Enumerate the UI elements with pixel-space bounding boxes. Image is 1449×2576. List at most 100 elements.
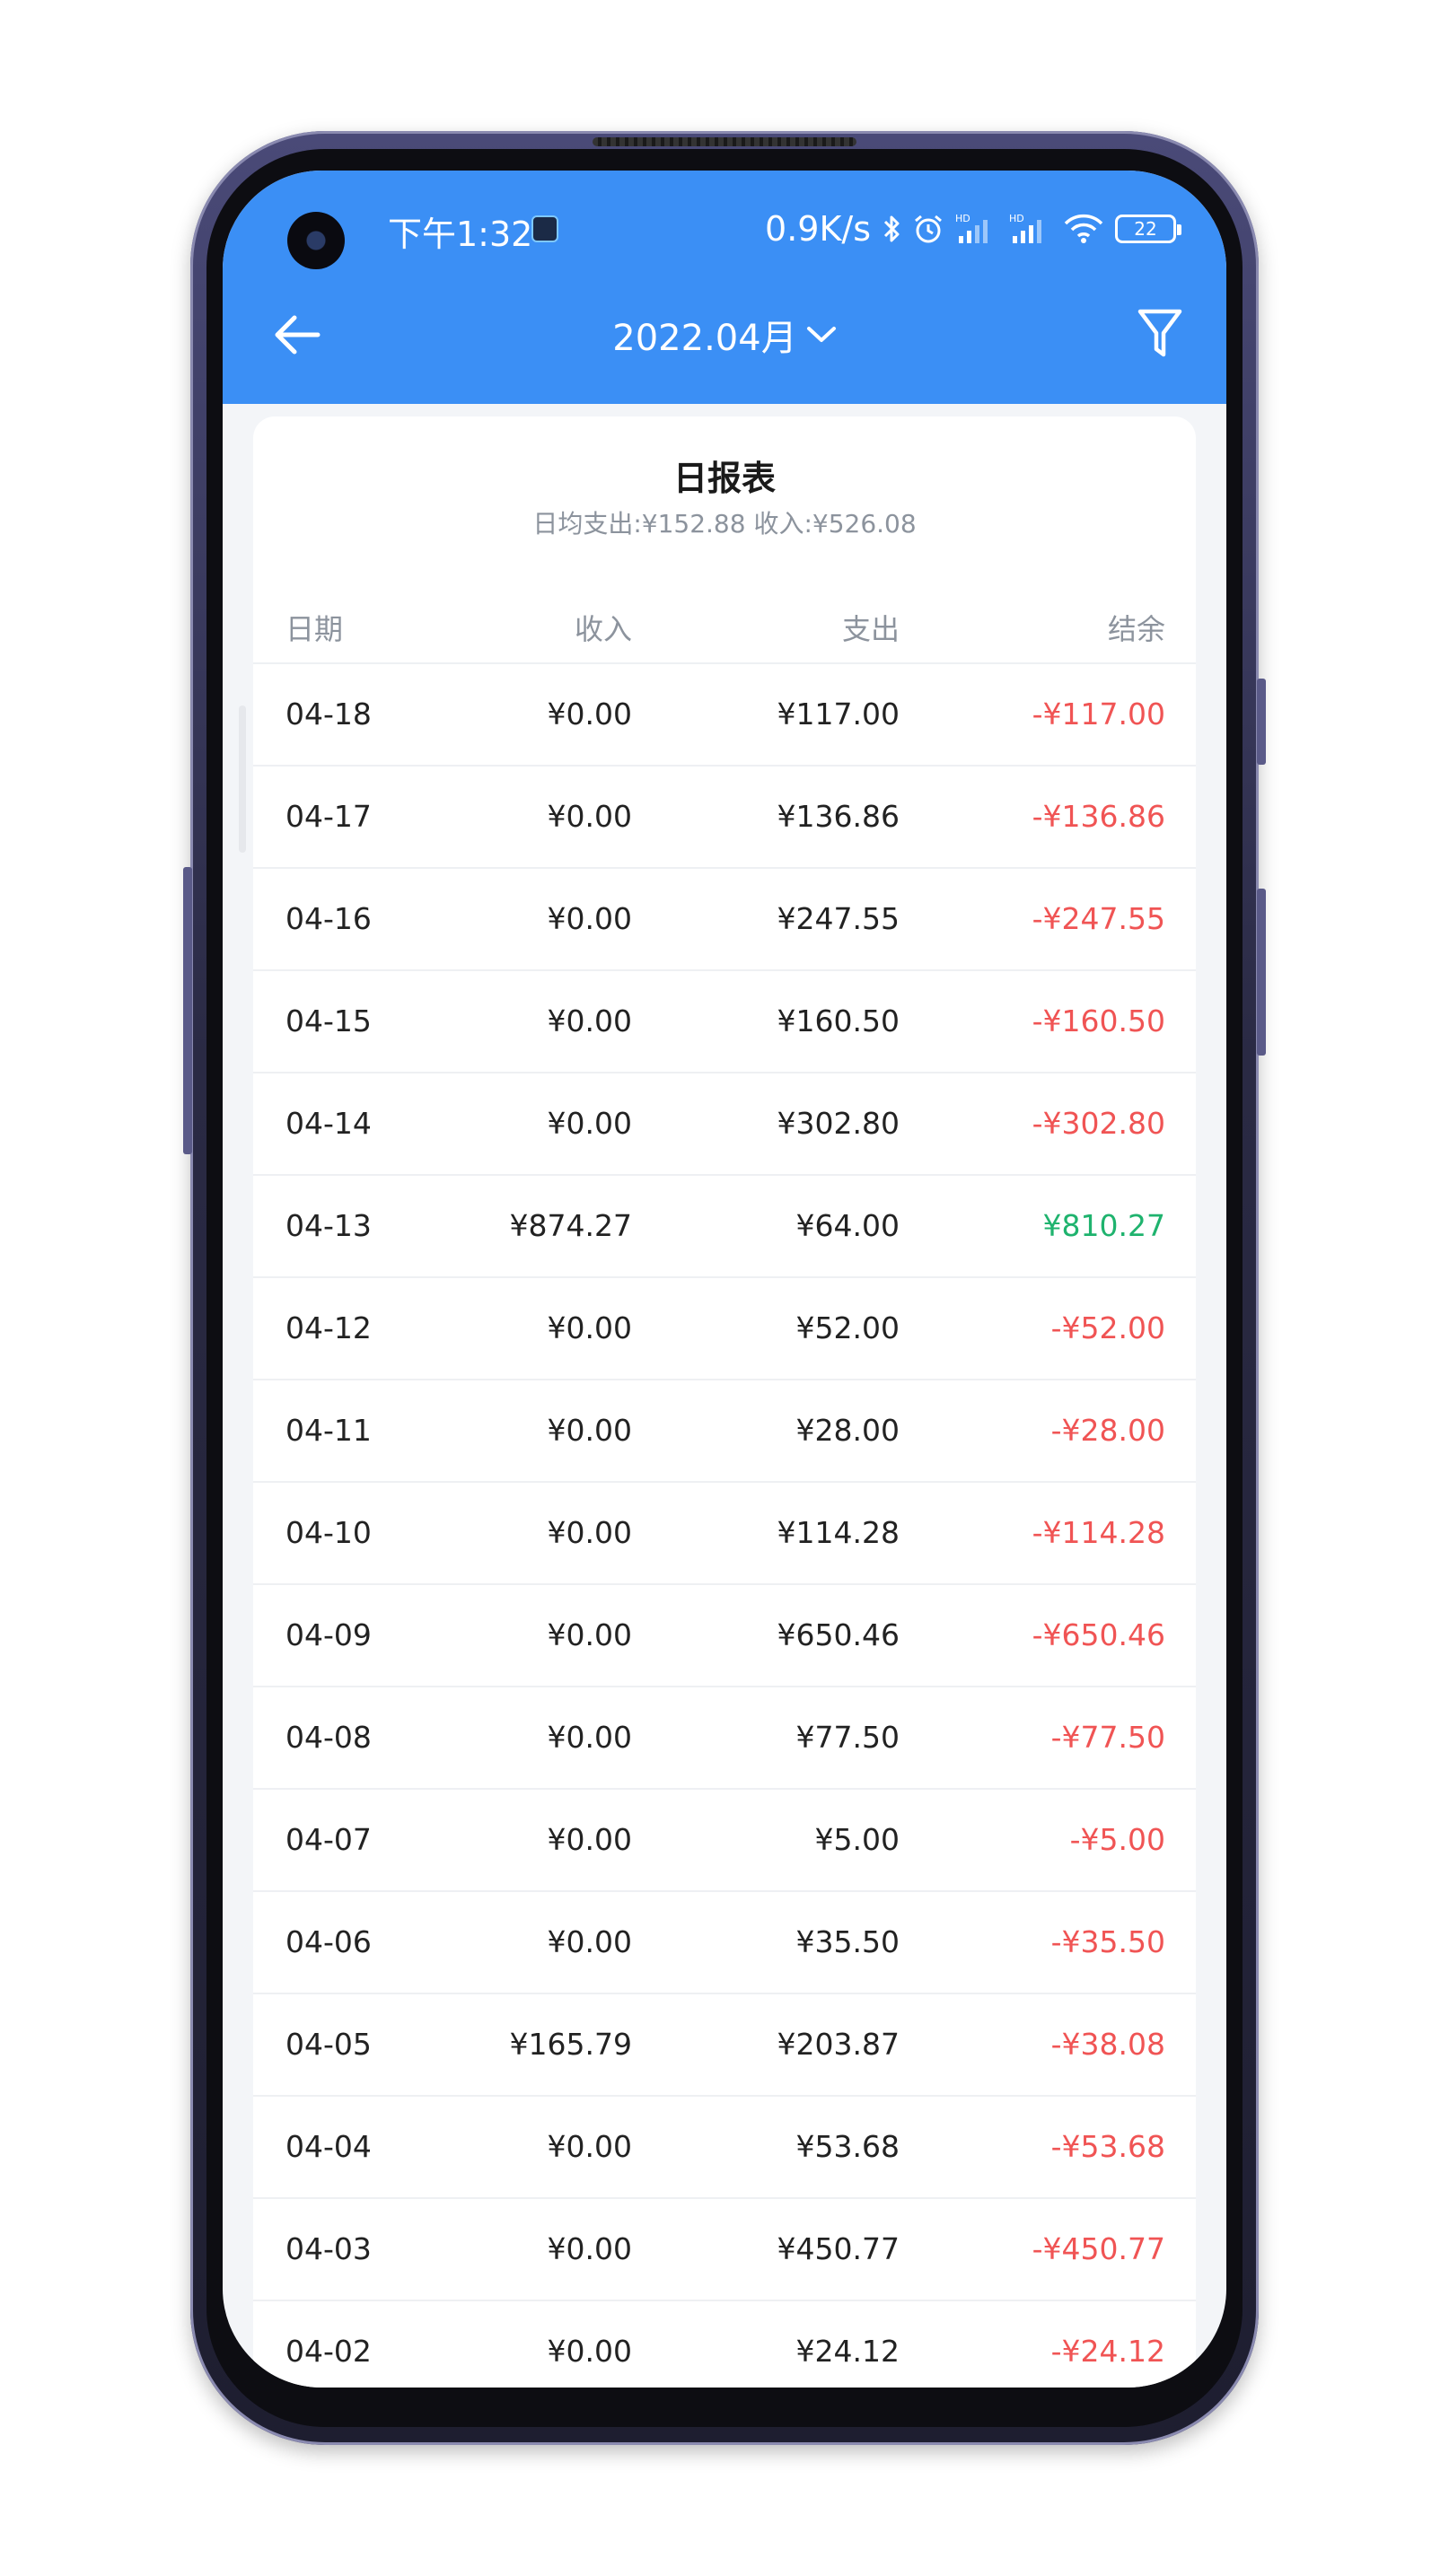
table-row[interactable]: 04-10 ¥0.00 ¥114.28 -¥114.28	[253, 1483, 1196, 1585]
row-income: ¥0.00	[547, 2334, 632, 2369]
table-row[interactable]: 04-16 ¥0.00 ¥247.55 -¥247.55	[253, 869, 1196, 971]
row-date: 04-13	[285, 1208, 372, 1243]
row-expense: ¥64.00	[795, 1208, 900, 1243]
row-income: ¥0.00	[547, 1310, 632, 1345]
phone-screen: 下午1:32 0.9K/s HD	[223, 171, 1226, 2388]
table-row[interactable]: 04-02 ¥0.00 ¥24.12 -¥24.12	[253, 2301, 1196, 2388]
wifi-icon	[1063, 211, 1104, 247]
row-balance: -¥160.50	[1032, 1003, 1165, 1038]
row-balance: -¥5.00	[1069, 1822, 1165, 1857]
report-rows: 04-18 ¥0.00 ¥117.00 -¥117.00 04-17 ¥0.00…	[253, 664, 1196, 2388]
row-expense: ¥114.28	[777, 1515, 900, 1550]
volume-button	[183, 867, 192, 1154]
row-date: 04-11	[285, 1413, 372, 1448]
row-income: ¥0.00	[547, 1924, 632, 1959]
table-row[interactable]: 04-05 ¥165.79 ¥203.87 -¥38.08	[253, 1994, 1196, 2097]
power-button	[1257, 679, 1266, 765]
signal-hd-icon: HD	[955, 211, 998, 247]
arrow-left-icon	[275, 315, 321, 355]
row-date: 04-03	[285, 2231, 372, 2266]
row-income: ¥0.00	[547, 901, 632, 936]
row-expense: ¥136.86	[777, 799, 900, 834]
battery-level: 22	[1134, 218, 1157, 240]
back-button[interactable]	[266, 303, 329, 366]
row-date: 04-17	[285, 799, 372, 834]
row-expense: ¥28.00	[795, 1413, 900, 1448]
row-balance: -¥77.50	[1050, 1720, 1165, 1755]
scroll-indicator	[239, 705, 246, 853]
row-income: ¥0.00	[547, 799, 632, 834]
table-row[interactable]: 04-08 ¥0.00 ¥77.50 -¥77.50	[253, 1687, 1196, 1790]
bluetooth-icon	[882, 211, 901, 247]
table-header: 日期 收入 支出 结余	[253, 587, 1196, 664]
row-date: 04-12	[285, 1310, 372, 1345]
row-income: ¥165.79	[509, 2027, 632, 2062]
chevron-down-icon	[806, 327, 836, 342]
row-expense: ¥650.46	[777, 1617, 900, 1652]
table-row[interactable]: 04-11 ¥0.00 ¥28.00 -¥28.00	[253, 1380, 1196, 1483]
alarm-icon	[912, 211, 944, 247]
app-header: 下午1:32 0.9K/s HD	[223, 171, 1226, 404]
row-income: ¥0.00	[547, 1720, 632, 1755]
row-income: ¥0.00	[547, 697, 632, 732]
row-date: 04-04	[285, 2129, 372, 2164]
report-summary: 日均支出:¥152.88 收入:¥526.08	[532, 509, 917, 539]
table-row[interactable]: 04-03 ¥0.00 ¥450.77 -¥450.77	[253, 2199, 1196, 2301]
table-row[interactable]: 04-12 ¥0.00 ¥52.00 -¥52.00	[253, 1278, 1196, 1380]
row-balance: -¥24.12	[1050, 2334, 1165, 2369]
row-balance: -¥28.00	[1050, 1413, 1165, 1448]
table-row[interactable]: 04-07 ¥0.00 ¥5.00 -¥5.00	[253, 1790, 1196, 1892]
table-row[interactable]: 04-09 ¥0.00 ¥650.46 -¥650.46	[253, 1585, 1196, 1687]
svg-text:HD: HD	[955, 213, 970, 224]
table-row[interactable]: 04-13 ¥874.27 ¥64.00 ¥810.27	[253, 1176, 1196, 1278]
row-balance: -¥136.86	[1032, 799, 1165, 834]
svg-text:HD: HD	[1009, 213, 1024, 224]
row-date: 04-15	[285, 1003, 372, 1038]
row-balance: ¥810.27	[1042, 1208, 1165, 1243]
column-header-income: 收入	[574, 612, 632, 646]
row-balance: -¥35.50	[1050, 1924, 1165, 1959]
status-bar-right: 0.9K/s HD	[765, 206, 1181, 251]
row-expense: ¥5.00	[814, 1822, 900, 1857]
row-expense: ¥160.50	[777, 1003, 900, 1038]
row-date: 04-14	[285, 1106, 372, 1141]
earpiece-speaker	[593, 137, 856, 146]
network-speed: 0.9K/s	[765, 209, 871, 249]
row-balance: -¥650.46	[1032, 1617, 1165, 1652]
row-income: ¥0.00	[547, 2231, 632, 2266]
row-balance: -¥247.55	[1032, 901, 1165, 936]
table-row[interactable]: 04-04 ¥0.00 ¥53.68 -¥53.68	[253, 2097, 1196, 2199]
table-row[interactable]: 04-14 ¥0.00 ¥302.80 -¥302.80	[253, 1073, 1196, 1176]
row-date: 04-08	[285, 1720, 372, 1755]
filter-icon	[1137, 309, 1182, 357]
row-balance: -¥38.08	[1050, 2027, 1165, 2062]
row-income: ¥874.27	[509, 1208, 632, 1243]
row-date: 04-10	[285, 1515, 372, 1550]
row-date: 04-02	[285, 2334, 372, 2369]
row-expense: ¥77.50	[795, 1720, 900, 1755]
row-expense: ¥53.68	[795, 2129, 900, 2164]
row-balance: -¥52.00	[1050, 1310, 1165, 1345]
side-key	[1257, 889, 1266, 1056]
table-row[interactable]: 04-17 ¥0.00 ¥136.86 -¥136.86	[253, 767, 1196, 869]
table-row[interactable]: 04-06 ¥0.00 ¥35.50 -¥35.50	[253, 1892, 1196, 1994]
filter-button[interactable]	[1126, 300, 1194, 368]
row-date: 04-16	[285, 901, 372, 936]
row-date: 04-05	[285, 2027, 372, 2062]
table-row[interactable]: 04-15 ¥0.00 ¥160.50 -¥160.50	[253, 971, 1196, 1073]
column-header-balance: 结余	[1107, 612, 1165, 646]
row-income: ¥0.00	[547, 1515, 632, 1550]
row-income: ¥0.00	[547, 1003, 632, 1038]
month-selector[interactable]: 2022.04月	[223, 305, 1226, 364]
column-header-date: 日期	[285, 612, 344, 646]
column-header-expense: 支出	[841, 612, 900, 646]
row-income: ¥0.00	[547, 1822, 632, 1857]
row-income: ¥0.00	[547, 1106, 632, 1141]
row-date: 04-18	[285, 697, 372, 732]
row-balance: -¥53.68	[1050, 2129, 1165, 2164]
row-income: ¥0.00	[547, 2129, 632, 2164]
row-expense: ¥24.12	[795, 2334, 900, 2369]
table-row[interactable]: 04-18 ¥0.00 ¥117.00 -¥117.00	[253, 664, 1196, 767]
battery-icon: 22	[1115, 215, 1181, 243]
row-date: 04-07	[285, 1822, 372, 1857]
